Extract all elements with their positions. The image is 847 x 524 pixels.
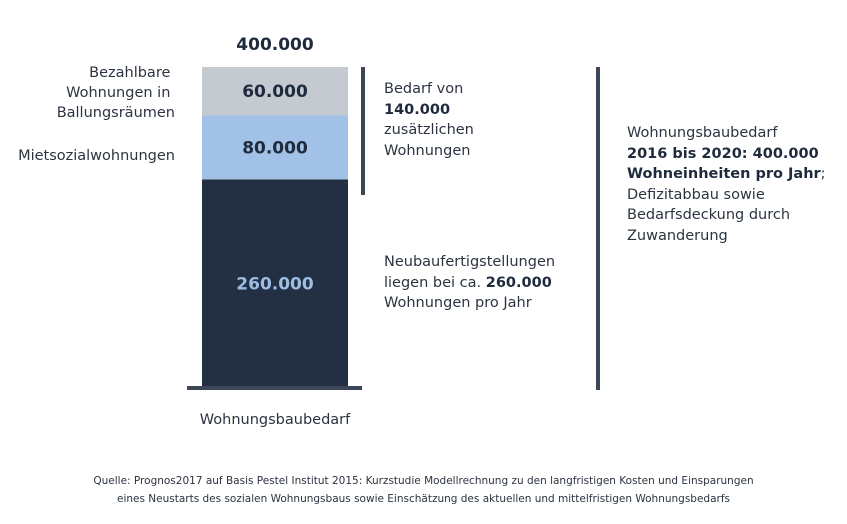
segment-value-label-bezahlbare-wohnungen: 60.000 bbox=[242, 82, 308, 102]
note-neubau-prefix: liegen bei ca. bbox=[384, 274, 486, 291]
legend-label-bezahlbare-line-2: Wohnungen in bbox=[66, 85, 170, 101]
note-new-construction: Neubaufertigstellungen liegen bei ca. 26… bbox=[384, 252, 555, 314]
note-total-line-4: Defizitabbau sowie bbox=[627, 186, 765, 203]
legend-label-bezahlbare-wohnungen: Bezahlbare Wohnungen in Ballungsräumen bbox=[57, 65, 175, 121]
note-total-line-5: Bedarfsdeckung durch bbox=[627, 207, 791, 223]
note-neubau-line-2: liegen bei ca. 260.000 bbox=[384, 273, 555, 294]
note-neubau-value: 260.000 bbox=[485, 274, 552, 291]
note-total-demand: Wohnungsbaubedarf 2016 bis 2020: 400.000… bbox=[627, 123, 826, 246]
note-additional-line-4: Wohnungen bbox=[384, 142, 471, 159]
note-total-line-6: Zuwanderung bbox=[627, 227, 728, 244]
source-line-2: eines Neustarts des sozialen Wohnungsbau… bbox=[116, 493, 731, 505]
legend-label-mietsozialwohnungen: Mietsozialwohnungen bbox=[18, 148, 175, 164]
note-total-units: Wohneinheiten pro Jahr bbox=[627, 166, 821, 182]
bracket-additional-demand bbox=[361, 67, 365, 195]
source-line-1: Quelle: Prognos2017 auf Basis Pestel Ins… bbox=[93, 475, 754, 487]
note-additional-line-2: 140.000 bbox=[384, 100, 474, 121]
source-citation: Quelle: Prognos2017 auf Basis Pestel Ins… bbox=[40, 472, 807, 508]
note-total-line-3: Wohneinheiten pro Jahr; bbox=[627, 164, 826, 185]
note-neubau-line-1: Neubaufertigstellungen bbox=[384, 254, 556, 270]
note-neubau-line-3: Wohnungen pro Jahr bbox=[384, 295, 532, 311]
note-additional-line-3: zusätzlichen bbox=[384, 122, 474, 138]
bar-segment-mietsozialwohnungen bbox=[202, 115, 348, 180]
segment-value-label-neubau: 260.000 bbox=[236, 275, 314, 295]
note-total-line-2: 2016 bis 2020: 400.000 bbox=[627, 144, 826, 165]
bar-segment-neubau bbox=[202, 179, 348, 388]
note-additional-value: 140.000 bbox=[384, 101, 451, 118]
total-value-label: 400.000 bbox=[236, 35, 314, 55]
note-total-period: 2016 bis 2020: 400.000 bbox=[627, 145, 819, 162]
note-total-line-1: Wohnungsbaubedarf bbox=[627, 125, 778, 141]
bracket-total-demand bbox=[596, 67, 600, 390]
x-axis-baseline bbox=[187, 386, 362, 390]
legend-label-bezahlbare-line-3: Ballungsräumen bbox=[57, 105, 175, 121]
note-additional-line-1: Bedarf von bbox=[384, 81, 464, 97]
segment-value-label-mietsozialwohnungen: 80.000 bbox=[242, 138, 308, 158]
note-total-semicolon: ; bbox=[820, 166, 826, 182]
bar-segment-bezahlbare-wohnungen bbox=[202, 67, 348, 116]
legend-label-bezahlbare-line-1: Bezahlbare bbox=[89, 65, 170, 81]
note-additional-demand: Bedarf von 140.000 zusätzlichen Wohnunge… bbox=[384, 79, 474, 161]
x-axis-label: Wohnungsbaubedarf bbox=[200, 412, 351, 428]
